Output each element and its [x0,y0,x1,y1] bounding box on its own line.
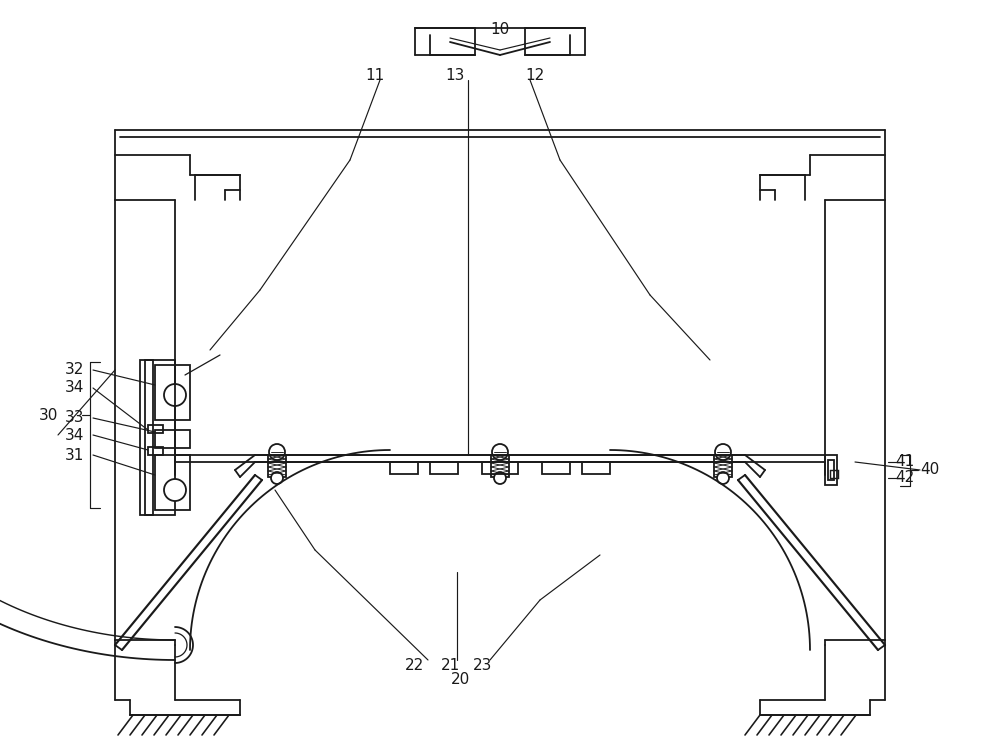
Bar [148,425,163,433]
Text: 41: 41 [895,455,915,470]
Bar [155,430,190,448]
Circle shape [271,472,283,484]
Text: 32: 32 [65,363,85,377]
Text: 23: 23 [473,658,493,673]
Text: 13: 13 [445,67,465,82]
Bar [825,455,837,485]
Bar [542,462,570,474]
Text: 31: 31 [65,447,85,462]
Bar [145,360,153,515]
Bar [140,360,175,515]
Bar [430,462,458,474]
Text: 34: 34 [65,428,85,443]
Circle shape [715,444,731,460]
Bar [828,460,834,480]
Circle shape [494,472,506,484]
Text: 22: 22 [405,658,425,673]
Text: 30: 30 [38,407,58,422]
Bar [268,455,286,477]
Text: 10: 10 [490,22,510,37]
Bar [491,455,509,477]
Text: 40: 40 [920,462,940,478]
Circle shape [164,479,186,501]
Bar [390,462,418,474]
Text: 21: 21 [440,658,460,673]
Bar [155,365,190,420]
Bar [155,455,190,510]
Bar [830,470,838,478]
Text: 34: 34 [65,380,85,395]
Bar [482,462,518,474]
Text: 33: 33 [65,410,85,425]
Text: 12: 12 [525,67,545,82]
Bar [714,455,732,477]
Text: 42: 42 [895,470,915,485]
Circle shape [269,444,285,460]
Circle shape [717,472,729,484]
Text: 11: 11 [365,67,385,82]
Text: 20: 20 [450,673,470,688]
Bar [148,447,163,455]
Circle shape [164,384,186,406]
Circle shape [492,444,508,460]
Bar [582,462,610,474]
